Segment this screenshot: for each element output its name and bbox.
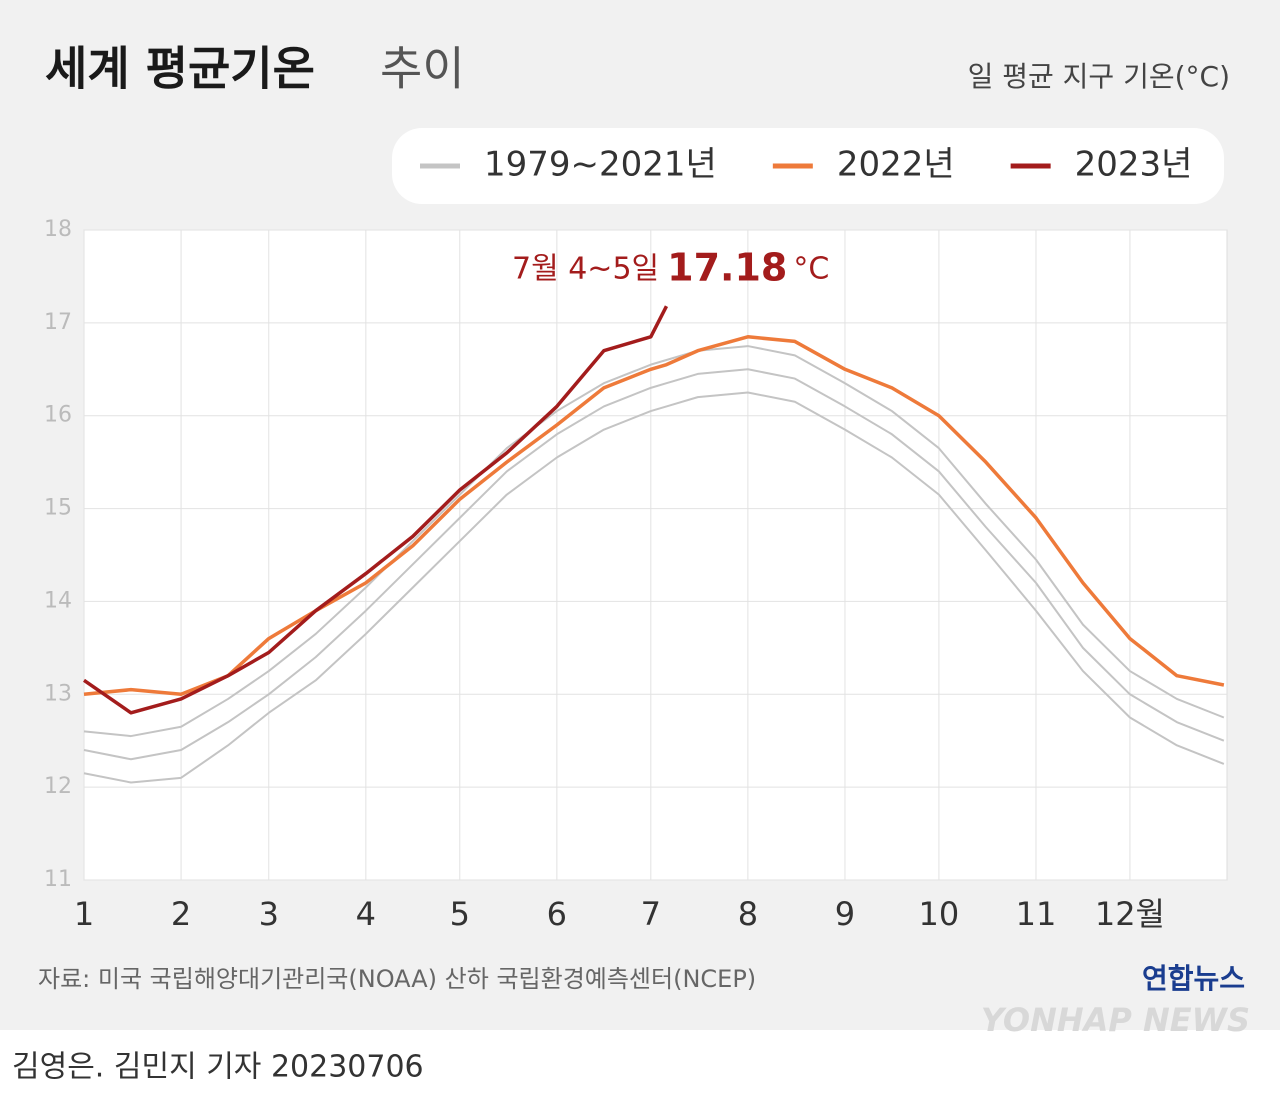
- logo: 연합뉴스: [1142, 962, 1245, 995]
- x-tick-label: 10: [919, 895, 960, 933]
- legend-label: 2023년: [1075, 145, 1193, 185]
- legend-label: 2022년: [837, 145, 955, 185]
- chart-title: 세계 평균기온: [45, 42, 315, 96]
- x-tick-label: 3: [259, 895, 279, 933]
- x-tick-label: 7: [641, 895, 661, 933]
- x-tick-label: 1: [74, 895, 94, 933]
- chart-title-suffix: 추이: [380, 42, 465, 96]
- series-line: [83, 391, 1225, 784]
- subtitle: 일 평균 지구 기온(°C): [968, 60, 1230, 93]
- legend-label: 1979~2021년: [484, 145, 717, 185]
- y-tick-label: 15: [44, 496, 72, 521]
- series-line: [83, 335, 1225, 697]
- y-tick-label: 16: [44, 403, 72, 428]
- x-tick-label: 11: [1016, 895, 1057, 933]
- series-line: [83, 305, 669, 715]
- y-tick-label: 14: [44, 588, 72, 613]
- x-tick-label: 12월: [1095, 895, 1165, 933]
- annotation: 7월 4~5일: [512, 252, 659, 287]
- y-tick-label: 11: [44, 867, 72, 892]
- x-tick-label: 2: [171, 895, 191, 933]
- y-tick-label: 13: [44, 681, 72, 706]
- series-line: [83, 368, 1225, 761]
- logo-en: YONHAP NEWS: [981, 1001, 1250, 1039]
- y-tick-label: 17: [44, 310, 72, 335]
- series-line: [83, 345, 1225, 738]
- source: 자료: 미국 국립해양대기관리국(NOAA) 산하 국립환경예측센터(NCEP): [38, 965, 756, 993]
- annotation-unit: °C: [793, 252, 829, 287]
- x-tick-label: 4: [356, 895, 376, 933]
- x-tick-label: 8: [738, 895, 758, 933]
- annotation-value: 17.18: [667, 246, 787, 290]
- credit: 김영은. 김민지 기자 20230706: [12, 1050, 424, 1085]
- plot-area: [83, 229, 1228, 881]
- x-tick-label: 9: [835, 895, 855, 933]
- y-tick-label: 18: [44, 217, 72, 242]
- x-tick-label: 6: [547, 895, 567, 933]
- y-tick-label: 12: [44, 774, 72, 799]
- x-tick-label: 5: [450, 895, 470, 933]
